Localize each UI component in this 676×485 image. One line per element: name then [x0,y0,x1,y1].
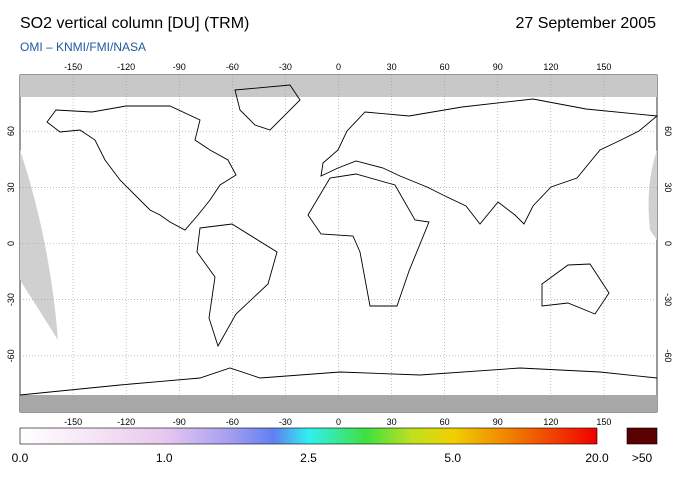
x-tick-label-bottom: 30 [387,417,397,427]
africa [307,173,430,307]
y-tick-label-right: -60 [663,349,673,362]
y-tick-label-left: -60 [6,349,16,362]
x-tick-label-bottom: 90 [493,417,503,427]
colorbar-overflow [626,427,658,445]
x-tick-label-top: -120 [117,62,135,72]
x-tick-label-top: 30 [387,62,397,72]
colorbar [19,427,598,445]
y-tick-label-left: -30 [6,293,16,306]
x-tick-label-top: 150 [596,62,611,72]
y-tick-label-left: 30 [6,182,16,192]
x-tick-label-top: -60 [226,62,239,72]
x-tick-label-bottom: -60 [226,417,239,427]
map [19,74,659,413]
x-tick-label-top: -90 [173,62,186,72]
south-america [196,223,278,348]
y-tick-label-right: 0 [663,241,673,246]
x-tick-label-top: 90 [493,62,503,72]
y-tick-label-right: 30 [663,182,673,192]
y-tick-label-left: 0 [6,241,16,246]
x-tick-label-bottom: 150 [596,417,611,427]
colorbar-labels: 0.0 1.0 2.5 5.0 20.0 [12,451,609,465]
greenland [234,84,301,131]
grid [20,75,657,412]
no-data-north [20,75,657,97]
colorbar-label: 2.5 [300,451,317,465]
subtitle: OMI – KNMI/FMI/NASA [20,40,146,54]
no-data-south [20,395,657,412]
date: 27 September 2005 [515,15,656,32]
y-tick-label-right: -30 [663,293,673,306]
x-tick-label-bottom: 0 [336,417,341,427]
title: SO2 vertical column [DU] (TRM) [20,15,249,32]
colorbar-overflow-label: >50 [632,451,653,465]
eurasia [320,98,659,225]
x-tick-label-top: 60 [440,62,450,72]
y-tick-label-right: 60 [663,126,673,136]
x-tick-label-bottom: -120 [117,417,135,427]
australia [541,263,610,315]
no-data-swath [648,150,657,240]
x-tick-label-bottom: -150 [64,417,82,427]
colorbar-label: 5.0 [444,451,461,465]
x-tick-label-top: 0 [336,62,341,72]
x-tick-label-bottom: -30 [279,417,292,427]
no-data-swath [20,150,58,340]
colorbar-label: 1.0 [156,451,173,465]
colorbar-label: 20.0 [585,451,609,465]
north-america [46,105,237,231]
x-tick-label-bottom: 120 [543,417,558,427]
x-tick-label-bottom: 60 [440,417,450,427]
colorbar-label: 0.0 [12,451,29,465]
antarctica [19,367,658,396]
y-tick-label-left: 60 [6,126,16,136]
x-tick-label-top: 120 [543,62,558,72]
x-tick-label-top: -150 [64,62,82,72]
x-tick-label-bottom: -90 [173,417,186,427]
x-tick-label-top: -30 [279,62,292,72]
